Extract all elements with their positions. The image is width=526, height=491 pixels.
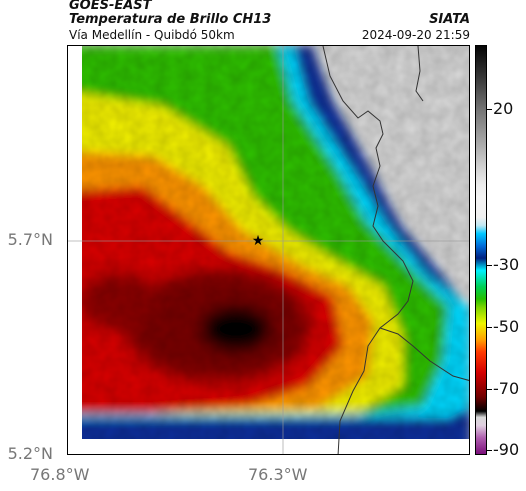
colorbar-label-20: 20	[493, 99, 514, 118]
no-data-strip-west	[68, 46, 82, 454]
colorbar-tick	[487, 327, 492, 328]
no-data-strip	[68, 439, 469, 454]
route-label: Vía Medellín - Quibdó 50km	[69, 28, 235, 42]
colorbar-tick	[487, 109, 492, 110]
lon-tick-76-3: 76.3°W	[248, 465, 308, 484]
colorbar-tick	[487, 450, 492, 451]
lat-tick-5-2: 5.2°N	[7, 444, 53, 463]
brightness-temperature-map: ★	[68, 46, 469, 454]
colorbar-label-minus-90: -90	[493, 440, 520, 459]
datetime-label: 2024-09-20 21:59	[361, 28, 470, 42]
colorbar-label-minus-50: -50	[493, 317, 520, 336]
organization-name: SIATA	[429, 12, 470, 27]
colorbar	[475, 45, 487, 455]
gridlines	[68, 46, 469, 454]
lat-tick-5-7: 5.7°N	[7, 230, 53, 249]
boundary-lines	[322, 46, 469, 454]
colorbar-label-minus-30: -30	[493, 255, 520, 274]
map-panel[interactable]: ★	[67, 45, 470, 455]
texture-overlay	[68, 46, 469, 454]
colorbar-label-minus-70: -70	[493, 379, 520, 398]
satellite-name: GOES-EAST	[69, 0, 152, 13]
colorbar-tick	[487, 389, 492, 390]
product-title: Temperatura de Brillo CH13	[69, 12, 272, 27]
colorbar-tick	[487, 265, 492, 266]
station-marker-icon: ★	[252, 233, 265, 249]
lon-tick-76-8: 76.8°W	[30, 465, 90, 484]
